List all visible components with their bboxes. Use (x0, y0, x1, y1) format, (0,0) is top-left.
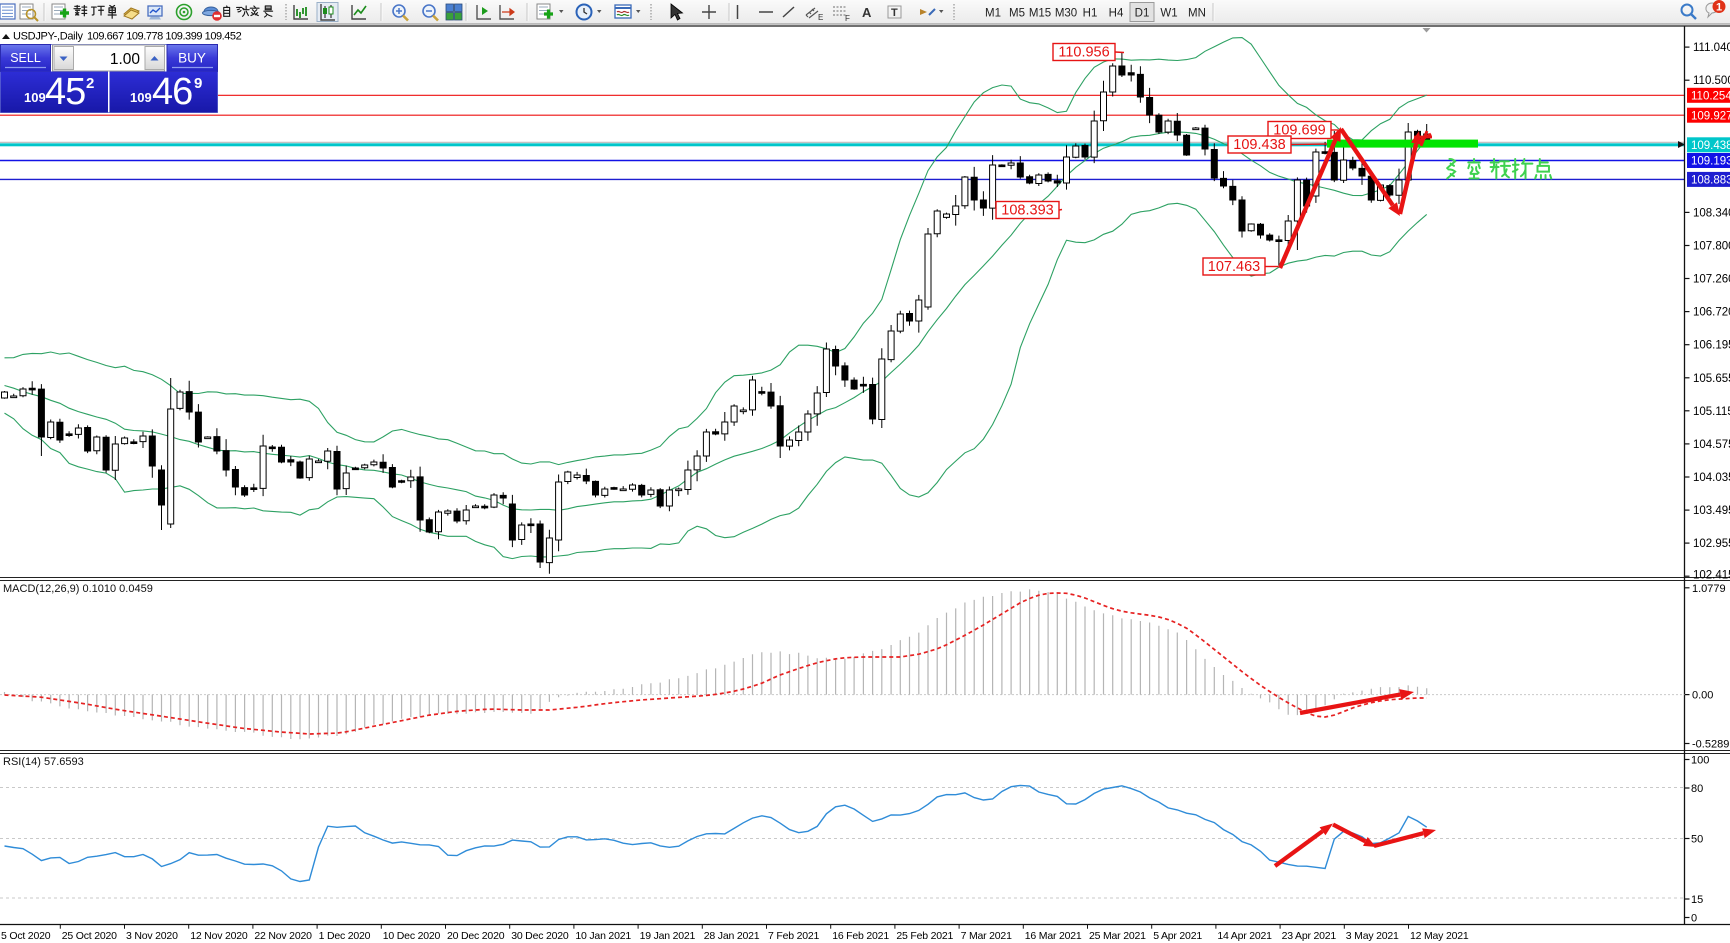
svg-text:108.393: 108.393 (1001, 203, 1053, 219)
svg-text:102.955: 102.955 (1693, 538, 1730, 550)
svg-text:W1: W1 (1160, 8, 1177, 20)
svg-text:109.667 109.778 109.399 109.45: 109.667 109.778 109.399 109.452 (87, 31, 242, 43)
svg-text:106.720: 106.720 (1693, 307, 1730, 319)
svg-text:M1: M1 (985, 8, 1001, 20)
svg-text:23 Apr 2021: 23 Apr 2021 (1282, 930, 1337, 942)
svg-text:3 Nov 2020: 3 Nov 2020 (126, 930, 178, 942)
svg-text:109.699: 109.699 (1273, 123, 1325, 139)
svg-text:5 Oct 2020: 5 Oct 2020 (1, 930, 51, 942)
svg-text:28 Jan 2021: 28 Jan 2021 (704, 930, 760, 942)
svg-text:3 May 2021: 3 May 2021 (1346, 930, 1399, 942)
svg-text:110.956: 110.956 (1058, 45, 1109, 61)
svg-text:108.883: 108.883 (1691, 175, 1730, 187)
svg-text:0: 0 (1691, 913, 1697, 925)
svg-text:20 Dec 2020: 20 Dec 2020 (447, 930, 505, 942)
svg-text:107.463: 107.463 (1208, 259, 1260, 275)
svg-text:5 Apr 2021: 5 Apr 2021 (1153, 930, 1202, 942)
svg-text:46: 46 (152, 71, 192, 113)
svg-text:25 Feb 2021: 25 Feb 2021 (896, 930, 953, 942)
svg-text:M5: M5 (1009, 8, 1025, 20)
svg-text:105.655: 105.655 (1693, 373, 1730, 385)
svg-text:1.0779: 1.0779 (1692, 583, 1726, 595)
svg-text:16 Mar 2021: 16 Mar 2021 (1025, 930, 1082, 942)
svg-text:12 Nov 2020: 12 Nov 2020 (190, 930, 248, 942)
svg-text:109.438: 109.438 (1691, 140, 1730, 152)
svg-text:M30: M30 (1055, 8, 1077, 20)
svg-text:-0.5289: -0.5289 (1692, 739, 1729, 751)
svg-text:111.040: 111.040 (1693, 42, 1730, 54)
svg-text:109.438: 109.438 (1233, 137, 1285, 153)
svg-text:104.575: 104.575 (1693, 439, 1730, 451)
svg-text:16 Feb 2021: 16 Feb 2021 (832, 930, 889, 942)
svg-text:1 Dec 2020: 1 Dec 2020 (319, 930, 371, 942)
svg-text:100: 100 (1691, 755, 1709, 767)
svg-text:22 Nov 2020: 22 Nov 2020 (254, 930, 312, 942)
svg-text:12 May 2021: 12 May 2021 (1410, 930, 1469, 942)
svg-text:MN: MN (1188, 8, 1206, 20)
svg-text:1.00: 1.00 (110, 51, 141, 68)
svg-text:A: A (862, 5, 872, 20)
svg-text:7 Feb 2021: 7 Feb 2021 (768, 930, 819, 942)
svg-text:MACD(12,26,9) 0.1010 0.0459: MACD(12,26,9) 0.1010 0.0459 (3, 583, 153, 595)
svg-text:E: E (818, 13, 823, 22)
svg-text:H4: H4 (1109, 8, 1124, 20)
svg-text:30 Dec 2020: 30 Dec 2020 (511, 930, 569, 942)
svg-text:9: 9 (194, 75, 202, 92)
svg-text:2: 2 (86, 75, 94, 92)
svg-text:F: F (845, 14, 850, 23)
svg-text:109: 109 (24, 90, 46, 105)
svg-text:0.00: 0.00 (1692, 690, 1713, 702)
svg-text:D1: D1 (1135, 8, 1150, 20)
svg-text:102.415: 102.415 (1693, 569, 1730, 581)
svg-text:25 Mar 2021: 25 Mar 2021 (1089, 930, 1146, 942)
svg-text:10 Dec 2020: 10 Dec 2020 (383, 930, 441, 942)
svg-text:14 Apr 2021: 14 Apr 2021 (1217, 930, 1272, 942)
svg-text:15: 15 (1691, 894, 1703, 906)
svg-text:103.495: 103.495 (1693, 505, 1730, 517)
svg-text:50: 50 (1691, 834, 1703, 846)
svg-text:106.195: 106.195 (1693, 340, 1730, 352)
svg-text:107.800: 107.800 (1693, 241, 1730, 253)
svg-text:105.115: 105.115 (1693, 406, 1730, 418)
svg-text:USDJPY-,Daily: USDJPY-,Daily (13, 31, 83, 43)
svg-text:107.260: 107.260 (1693, 274, 1730, 286)
svg-text:45: 45 (45, 71, 85, 113)
svg-text:108.340: 108.340 (1693, 207, 1730, 219)
svg-text:10 Jan 2021: 10 Jan 2021 (575, 930, 631, 942)
svg-text:109.193: 109.193 (1691, 156, 1730, 168)
svg-text:RSI(14) 57.6593: RSI(14) 57.6593 (3, 756, 84, 768)
svg-text:110.500: 110.500 (1693, 75, 1730, 87)
svg-text:7 Mar 2021: 7 Mar 2021 (961, 930, 1012, 942)
svg-text:H1: H1 (1083, 8, 1098, 20)
svg-text:BUY: BUY (178, 51, 206, 66)
svg-text:SELL: SELL (10, 51, 41, 65)
svg-text:T: T (891, 7, 898, 19)
svg-text:25 Oct 2020: 25 Oct 2020 (62, 930, 117, 942)
svg-text:M15: M15 (1029, 8, 1051, 20)
svg-text:80: 80 (1691, 783, 1703, 795)
svg-text:109.927: 109.927 (1691, 110, 1730, 122)
svg-text:1: 1 (1716, 2, 1722, 14)
svg-text:110.254: 110.254 (1691, 91, 1730, 103)
svg-text:109: 109 (130, 90, 152, 105)
svg-text:19 Jan 2021: 19 Jan 2021 (640, 930, 696, 942)
svg-text:104.035: 104.035 (1693, 472, 1730, 484)
